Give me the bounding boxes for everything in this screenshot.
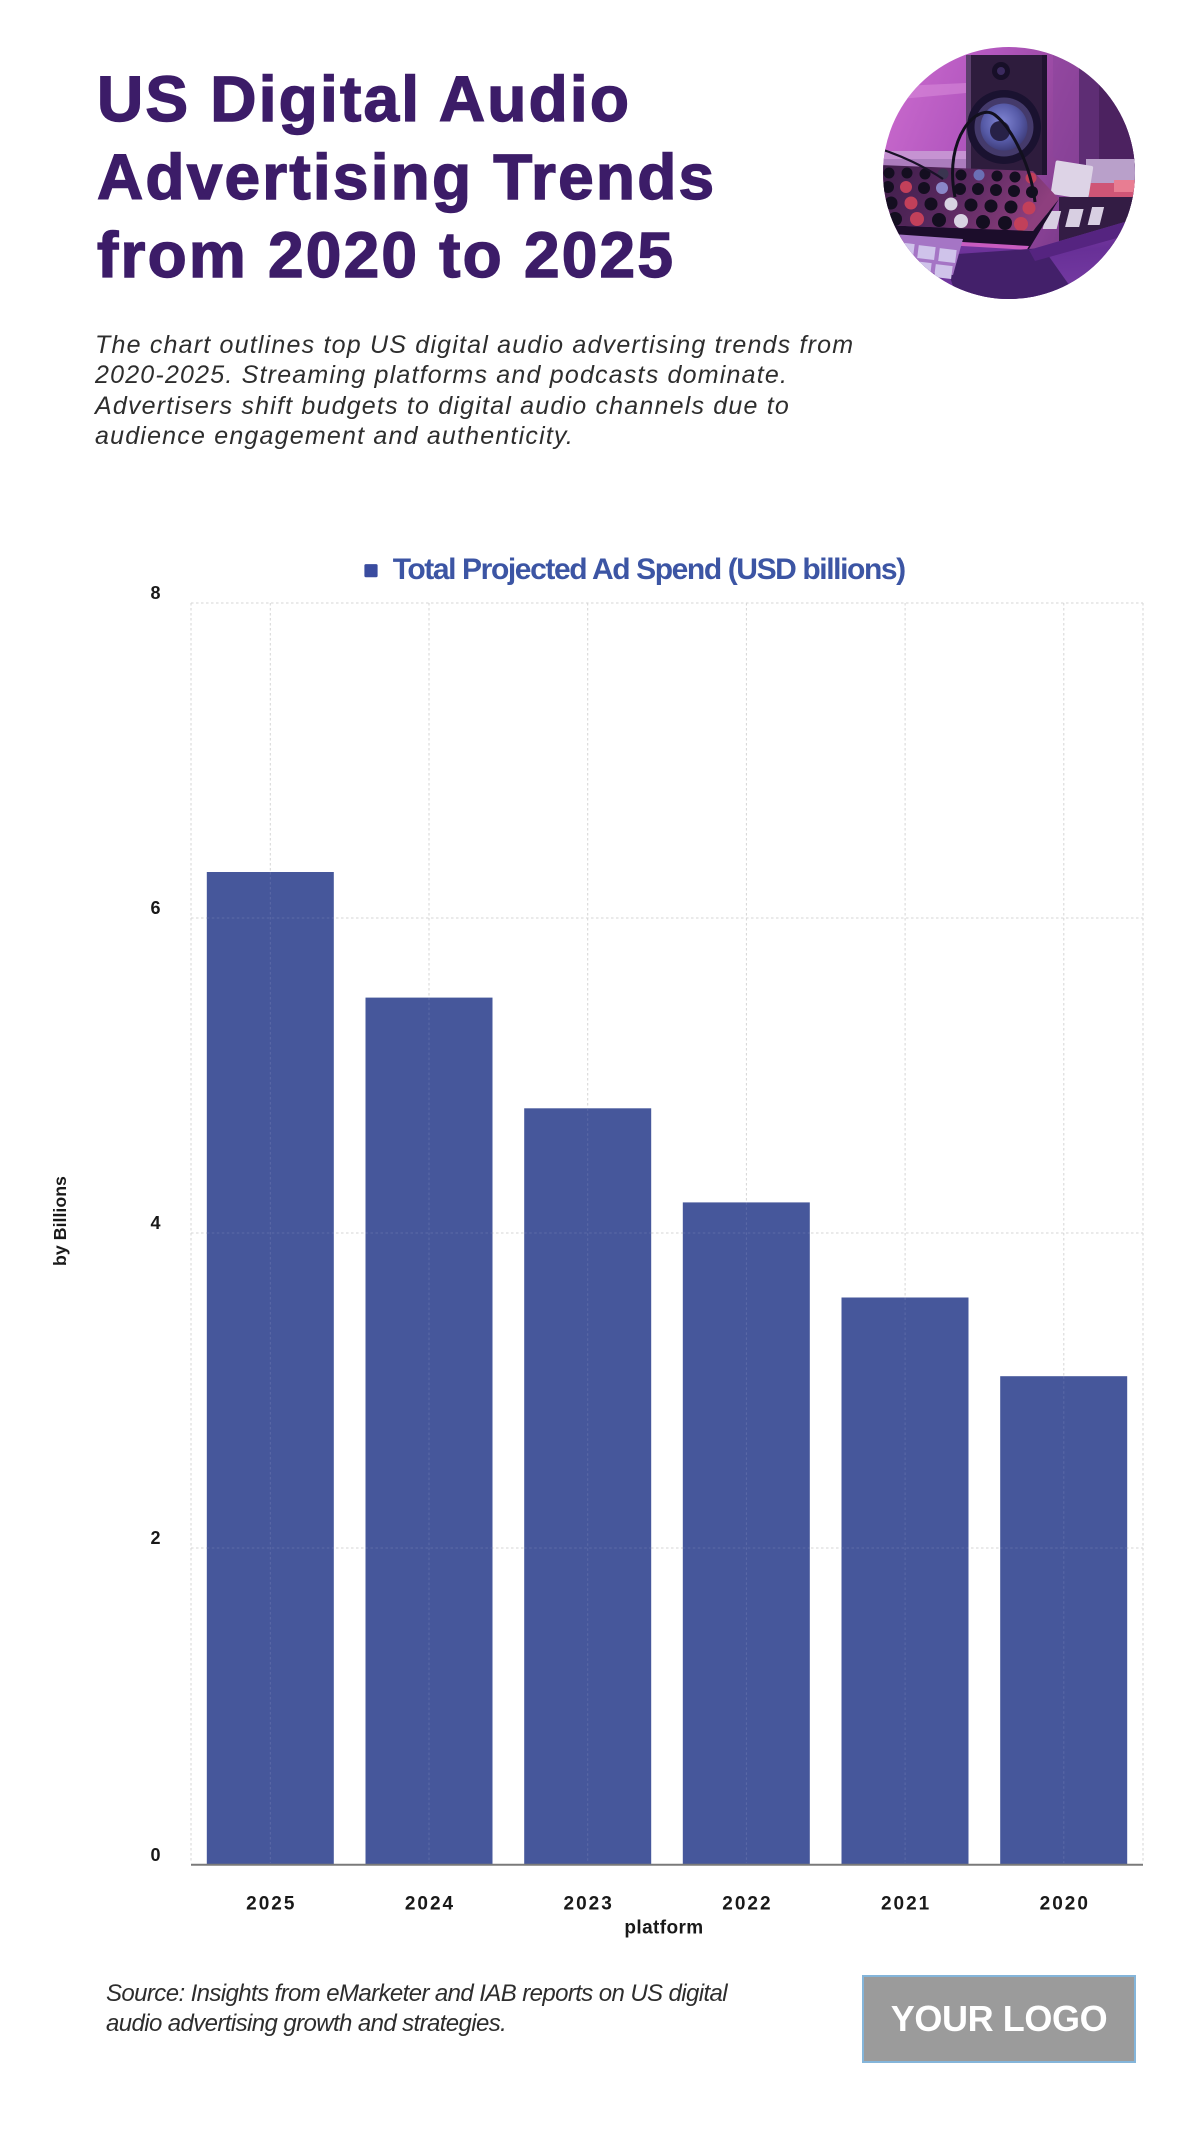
svg-text:2023: 2023 [564, 1894, 614, 1915]
svg-text:platform: platform [624, 1918, 703, 1939]
svg-text:Total Projected Ad Spend (USD: Total Projected Ad Spend (USD billions) [393, 553, 905, 586]
svg-text:2024: 2024 [405, 1894, 455, 1915]
svg-text:by Billions: by Billions [50, 1176, 70, 1266]
svg-text:2022: 2022 [722, 1894, 772, 1915]
svg-text:2020: 2020 [1040, 1894, 1090, 1915]
svg-text:2025: 2025 [246, 1894, 296, 1915]
svg-text:0: 0 [150, 1845, 160, 1865]
svg-text:2: 2 [150, 1528, 160, 1548]
svg-text:6: 6 [150, 898, 160, 918]
svg-text:4: 4 [150, 1213, 160, 1233]
svg-text:2021: 2021 [881, 1894, 931, 1915]
svg-text:8: 8 [150, 583, 160, 603]
